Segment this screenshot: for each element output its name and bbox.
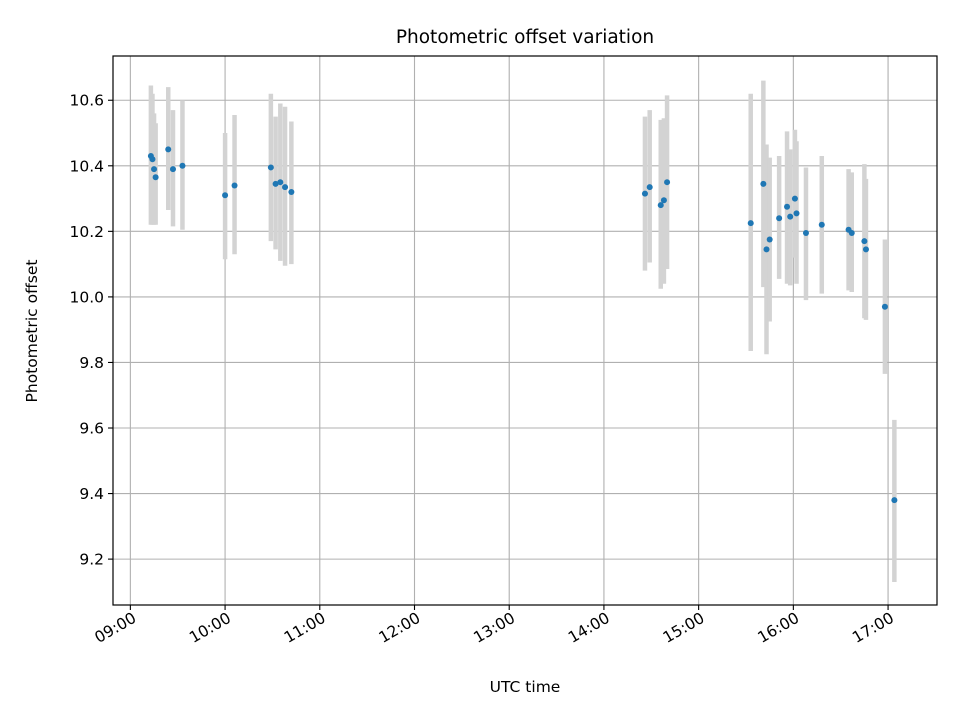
- y-tick-label: 10.2: [69, 223, 104, 241]
- y-tick-label: 9.8: [79, 354, 104, 372]
- data-point: [151, 166, 158, 173]
- data-points: [147, 146, 898, 504]
- chart-title: Photometric offset variation: [396, 27, 654, 48]
- data-point: [267, 164, 274, 171]
- data-point: [222, 192, 229, 199]
- grid: [113, 56, 937, 605]
- data-point: [646, 184, 653, 191]
- plot-frame: [112, 55, 938, 606]
- data-point: [881, 303, 888, 310]
- y-tick-label: 9.2: [79, 551, 104, 569]
- data-point: [787, 213, 794, 220]
- data-point: [760, 180, 767, 187]
- data-point: [277, 179, 284, 186]
- data-point: [791, 195, 798, 202]
- data-point: [802, 229, 809, 236]
- data-point: [231, 182, 238, 189]
- data-point: [152, 174, 159, 181]
- x-axis-label: UTC time: [490, 678, 561, 696]
- data-point: [861, 238, 868, 245]
- data-point: [784, 203, 791, 210]
- data-point: [657, 202, 664, 209]
- data-point: [776, 215, 783, 222]
- data-point: [763, 246, 770, 253]
- data-point: [179, 162, 186, 169]
- y-tick-label: 9.4: [79, 485, 104, 503]
- data-point: [165, 146, 172, 153]
- data-point: [793, 210, 800, 217]
- data-point: [747, 220, 754, 227]
- data-point: [282, 184, 289, 191]
- data-point: [848, 229, 855, 236]
- data-point: [641, 190, 648, 197]
- data-point: [660, 197, 667, 204]
- y-tick-label: 9.6: [79, 420, 104, 438]
- data-point: [664, 179, 671, 186]
- data-point: [169, 166, 176, 173]
- data-point: [862, 246, 869, 253]
- data-point: [818, 221, 825, 228]
- data-point: [891, 497, 898, 504]
- y-tick-label: 10.0: [69, 288, 104, 306]
- data-point: [272, 180, 279, 187]
- y-tick-label: 10.4: [69, 157, 104, 175]
- y-axis-ticks: 9.2 9.4 9.6 9.8 10.0 10.2 10.4 10.6: [69, 92, 113, 569]
- data-point: [288, 189, 295, 196]
- y-tick-label: 10.6: [69, 92, 104, 110]
- data-point: [766, 236, 773, 243]
- y-axis-label: Photometric offset: [23, 260, 41, 403]
- data-point: [149, 156, 156, 163]
